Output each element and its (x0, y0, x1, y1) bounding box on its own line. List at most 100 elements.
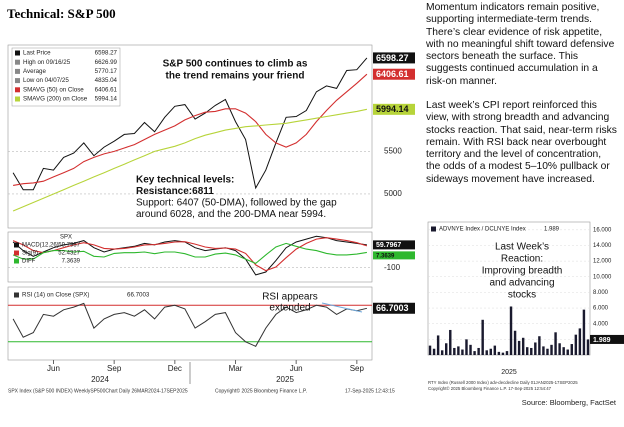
panel-frame (7, 286, 373, 361)
legend-swatch (14, 242, 19, 248)
value-tag: 59.7967 (376, 242, 401, 249)
bar (477, 347, 480, 355)
bar (449, 329, 452, 355)
bar (489, 348, 492, 355)
annotation: extended (269, 303, 310, 314)
legend-value: 66.7003 (127, 292, 150, 299)
y-tick-label: 5000 (384, 189, 402, 198)
annotation: RSI appears (262, 292, 318, 303)
legend-swatch (14, 250, 19, 256)
y-tick-label: 16.000 (593, 227, 612, 233)
bar (436, 335, 440, 355)
series-line (12, 242, 367, 265)
bar (586, 339, 590, 355)
annotation: around 6028, and the 200-DMA near 5994. (136, 209, 326, 220)
y-tick-label: 4.000 (593, 321, 609, 327)
footer: 17-Sep-2025 12:43:15 (345, 388, 395, 394)
y-tick-label: 5500 (384, 147, 402, 156)
panel-title: SPX (60, 235, 72, 241)
x-tick-label: Sep (350, 364, 365, 373)
bar (473, 351, 476, 355)
series-line (12, 108, 368, 212)
chart-title: S&P 500 continues to climb as (163, 59, 308, 70)
value-tag-box (373, 302, 415, 314)
value-tag-box (373, 251, 415, 260)
legend-label: MACD(12,26) (22, 243, 59, 249)
series-line (12, 235, 367, 276)
value-tag: 6598.27 (376, 53, 409, 63)
bar (457, 346, 460, 355)
bar (562, 347, 565, 355)
value-tag: 5994.14 (376, 104, 409, 114)
annotation: Support: 6407 (50-DMA), followed by the … (136, 198, 337, 209)
value-tag-box (373, 52, 415, 64)
value-tag-box (590, 334, 624, 344)
bar (513, 330, 517, 355)
y-tick-label: 10.000 (593, 274, 612, 280)
x-tick-label: Jun (47, 364, 60, 373)
bar (574, 334, 578, 355)
legend-value: 5770.17 (95, 68, 118, 75)
chart-subtitle: the trend remains your friend (166, 71, 305, 82)
value-tag-box (373, 103, 415, 115)
value-tag: 1.989 (593, 337, 611, 344)
panel-frame (7, 231, 373, 283)
bar (558, 343, 561, 355)
series-line (12, 302, 368, 347)
legend-label: Low on 04/07/25 (23, 77, 69, 84)
annotation: stocks (508, 290, 536, 301)
legend-label: RSI (14) on Close (SPX) (22, 292, 89, 299)
bar (465, 339, 468, 355)
bar (505, 351, 509, 355)
bar (546, 348, 549, 355)
y-tick-label: 12.000 (593, 259, 612, 265)
bar (554, 332, 557, 355)
footer: SPX Index (S&P 500 INDEX) WeeklySP500Cha… (8, 388, 188, 394)
value-tag: 7.3639 (376, 253, 395, 259)
bar (481, 319, 484, 355)
legend-label: Sig(9) (22, 251, 38, 257)
annotation: Improving breadth (482, 266, 563, 277)
legend-value: 6598.27 (95, 50, 118, 57)
footer: Copyright© 2025 Bloomberg Finance L.P. (215, 387, 307, 394)
bar (453, 347, 456, 355)
y-tick-label: -100 (384, 263, 401, 272)
x-tick-label: Sep (107, 364, 122, 373)
legend-value: 4835.04 (95, 77, 118, 84)
y-tick-label: 14.000 (593, 243, 612, 249)
series-line (13, 73, 368, 186)
paragraph: Last week’s CPI report reinforced this v… (426, 100, 617, 185)
annotation: and advancing (489, 278, 554, 289)
panel-frame (427, 221, 591, 356)
value-tag-box (373, 68, 415, 80)
y-tick-label: 8.000 (593, 290, 609, 296)
bar (534, 342, 537, 355)
legend-label: DIFF (22, 259, 36, 265)
bar (578, 328, 582, 355)
annotation: Resistance:6811 (136, 186, 214, 197)
legend-swatch (15, 50, 20, 56)
bar (521, 337, 525, 355)
bar (469, 344, 472, 355)
bar (497, 351, 501, 355)
bar (485, 350, 488, 355)
bar (526, 347, 529, 355)
bar (566, 349, 569, 355)
series-line (12, 237, 368, 272)
legend-value: 52.4327 (58, 251, 80, 257)
bar (530, 347, 533, 355)
bar (538, 336, 541, 355)
annotation: Key technical levels: (136, 175, 234, 186)
value-tag: 6406.61 (376, 69, 409, 79)
x-year-label: 2025 (276, 375, 294, 384)
legend-swatch (15, 59, 20, 65)
bar (493, 345, 497, 355)
legend-value: 5994.14 (95, 96, 118, 103)
legend-swatch (15, 68, 20, 74)
bar (440, 350, 444, 355)
paragraph: Momentum indicators remain positive, sup… (426, 2, 615, 87)
page-title: Technical: S&P 500 (7, 6, 116, 21)
legend-value: 6626.99 (95, 59, 118, 66)
